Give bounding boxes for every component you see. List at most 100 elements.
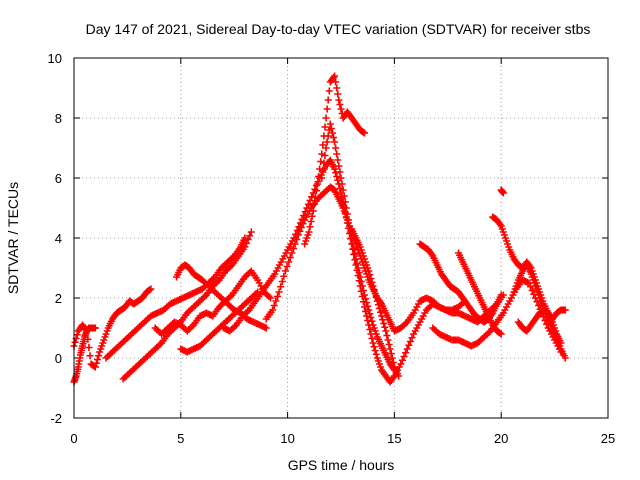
data-point (339, 186, 347, 194)
data-point (288, 249, 296, 257)
data-point (406, 338, 414, 345)
data-point (352, 255, 360, 263)
series-arc-15 (454, 249, 505, 338)
data-point (327, 125, 335, 132)
data-point (358, 282, 366, 290)
data-point (275, 288, 283, 296)
series-arc-6 (151, 267, 275, 338)
data-point (368, 317, 376, 325)
data-point (336, 168, 344, 176)
data-point (367, 275, 375, 282)
data-point (316, 165, 324, 173)
data-point (372, 350, 380, 358)
data-point (337, 105, 345, 113)
data-point (343, 210, 351, 218)
data-point (353, 260, 361, 267)
data-point (95, 352, 103, 360)
data-point (262, 324, 270, 332)
data-point (389, 374, 397, 381)
data-point (318, 174, 326, 182)
data-point (289, 245, 297, 252)
data-point (387, 350, 395, 357)
data-point (267, 294, 275, 302)
data-point (333, 150, 341, 158)
data-point (372, 293, 380, 301)
data-point (336, 185, 344, 192)
data-point (91, 324, 99, 332)
series-arc-17 (510, 261, 569, 362)
data-point (360, 291, 368, 299)
data-point (350, 245, 358, 252)
data-point (326, 120, 334, 128)
data-point (73, 331, 81, 339)
data-point (384, 336, 392, 344)
y-axis-label: SDTVAR / TECUs (5, 182, 21, 294)
data-point (331, 72, 339, 80)
data-point (403, 345, 411, 353)
data-point (86, 352, 94, 360)
axis-ticks: 0 5 10 15 20 25 -2 0 2 4 6 8 10 (48, 51, 616, 446)
data-point (400, 353, 408, 360)
data-point (535, 302, 543, 309)
data-point (315, 173, 323, 180)
data-point (314, 180, 322, 188)
data-point (293, 236, 301, 243)
series-arc-2 (70, 324, 99, 386)
grid (74, 58, 608, 418)
data-point (363, 299, 371, 306)
data-point (285, 258, 293, 266)
x-tick-label: 5 (177, 431, 184, 446)
data-point (370, 286, 378, 294)
data-point (277, 283, 285, 291)
data-point (389, 359, 397, 366)
data-point (368, 335, 376, 342)
data-point (310, 200, 318, 208)
data-point (321, 152, 329, 159)
data-point (321, 123, 329, 131)
series-arc-10 (301, 72, 368, 248)
data-point (342, 204, 350, 212)
data-point (367, 314, 375, 321)
data-point (375, 305, 383, 312)
data-point (319, 167, 327, 174)
data-point (308, 212, 316, 220)
data-point (561, 306, 569, 314)
data-point (499, 189, 507, 197)
data-point (241, 234, 249, 242)
data-point (496, 221, 504, 228)
data-point (344, 216, 352, 224)
data-point (311, 194, 319, 201)
data-point (374, 301, 382, 309)
data-point (91, 363, 99, 371)
x-axis-label: GPS time / hours (288, 457, 395, 473)
data-point (362, 295, 370, 303)
data-point (364, 302, 372, 310)
data-point (528, 287, 536, 294)
data-point (355, 269, 363, 276)
data-point (333, 84, 341, 92)
data-point (369, 282, 377, 290)
data-point (402, 349, 410, 357)
data-point (291, 240, 299, 248)
data-point (338, 180, 346, 188)
y-tick-label: 4 (55, 231, 62, 246)
data-point (241, 243, 249, 251)
data-point (365, 306, 373, 314)
data-point (246, 232, 254, 240)
data-point (365, 267, 373, 275)
series-arc-4 (119, 228, 255, 383)
data-point (385, 341, 393, 348)
data-point (333, 173, 341, 180)
x-tick-label: 15 (387, 431, 401, 446)
data-point (408, 334, 416, 342)
data-point (324, 132, 332, 140)
y-tick-label: -2 (50, 411, 62, 426)
data-point (283, 263, 291, 270)
x-tick-label: 0 (70, 431, 77, 446)
data-point (323, 138, 331, 146)
data-point (386, 345, 394, 353)
data-point (247, 228, 255, 236)
data-point (318, 150, 326, 158)
data-point (405, 341, 413, 349)
